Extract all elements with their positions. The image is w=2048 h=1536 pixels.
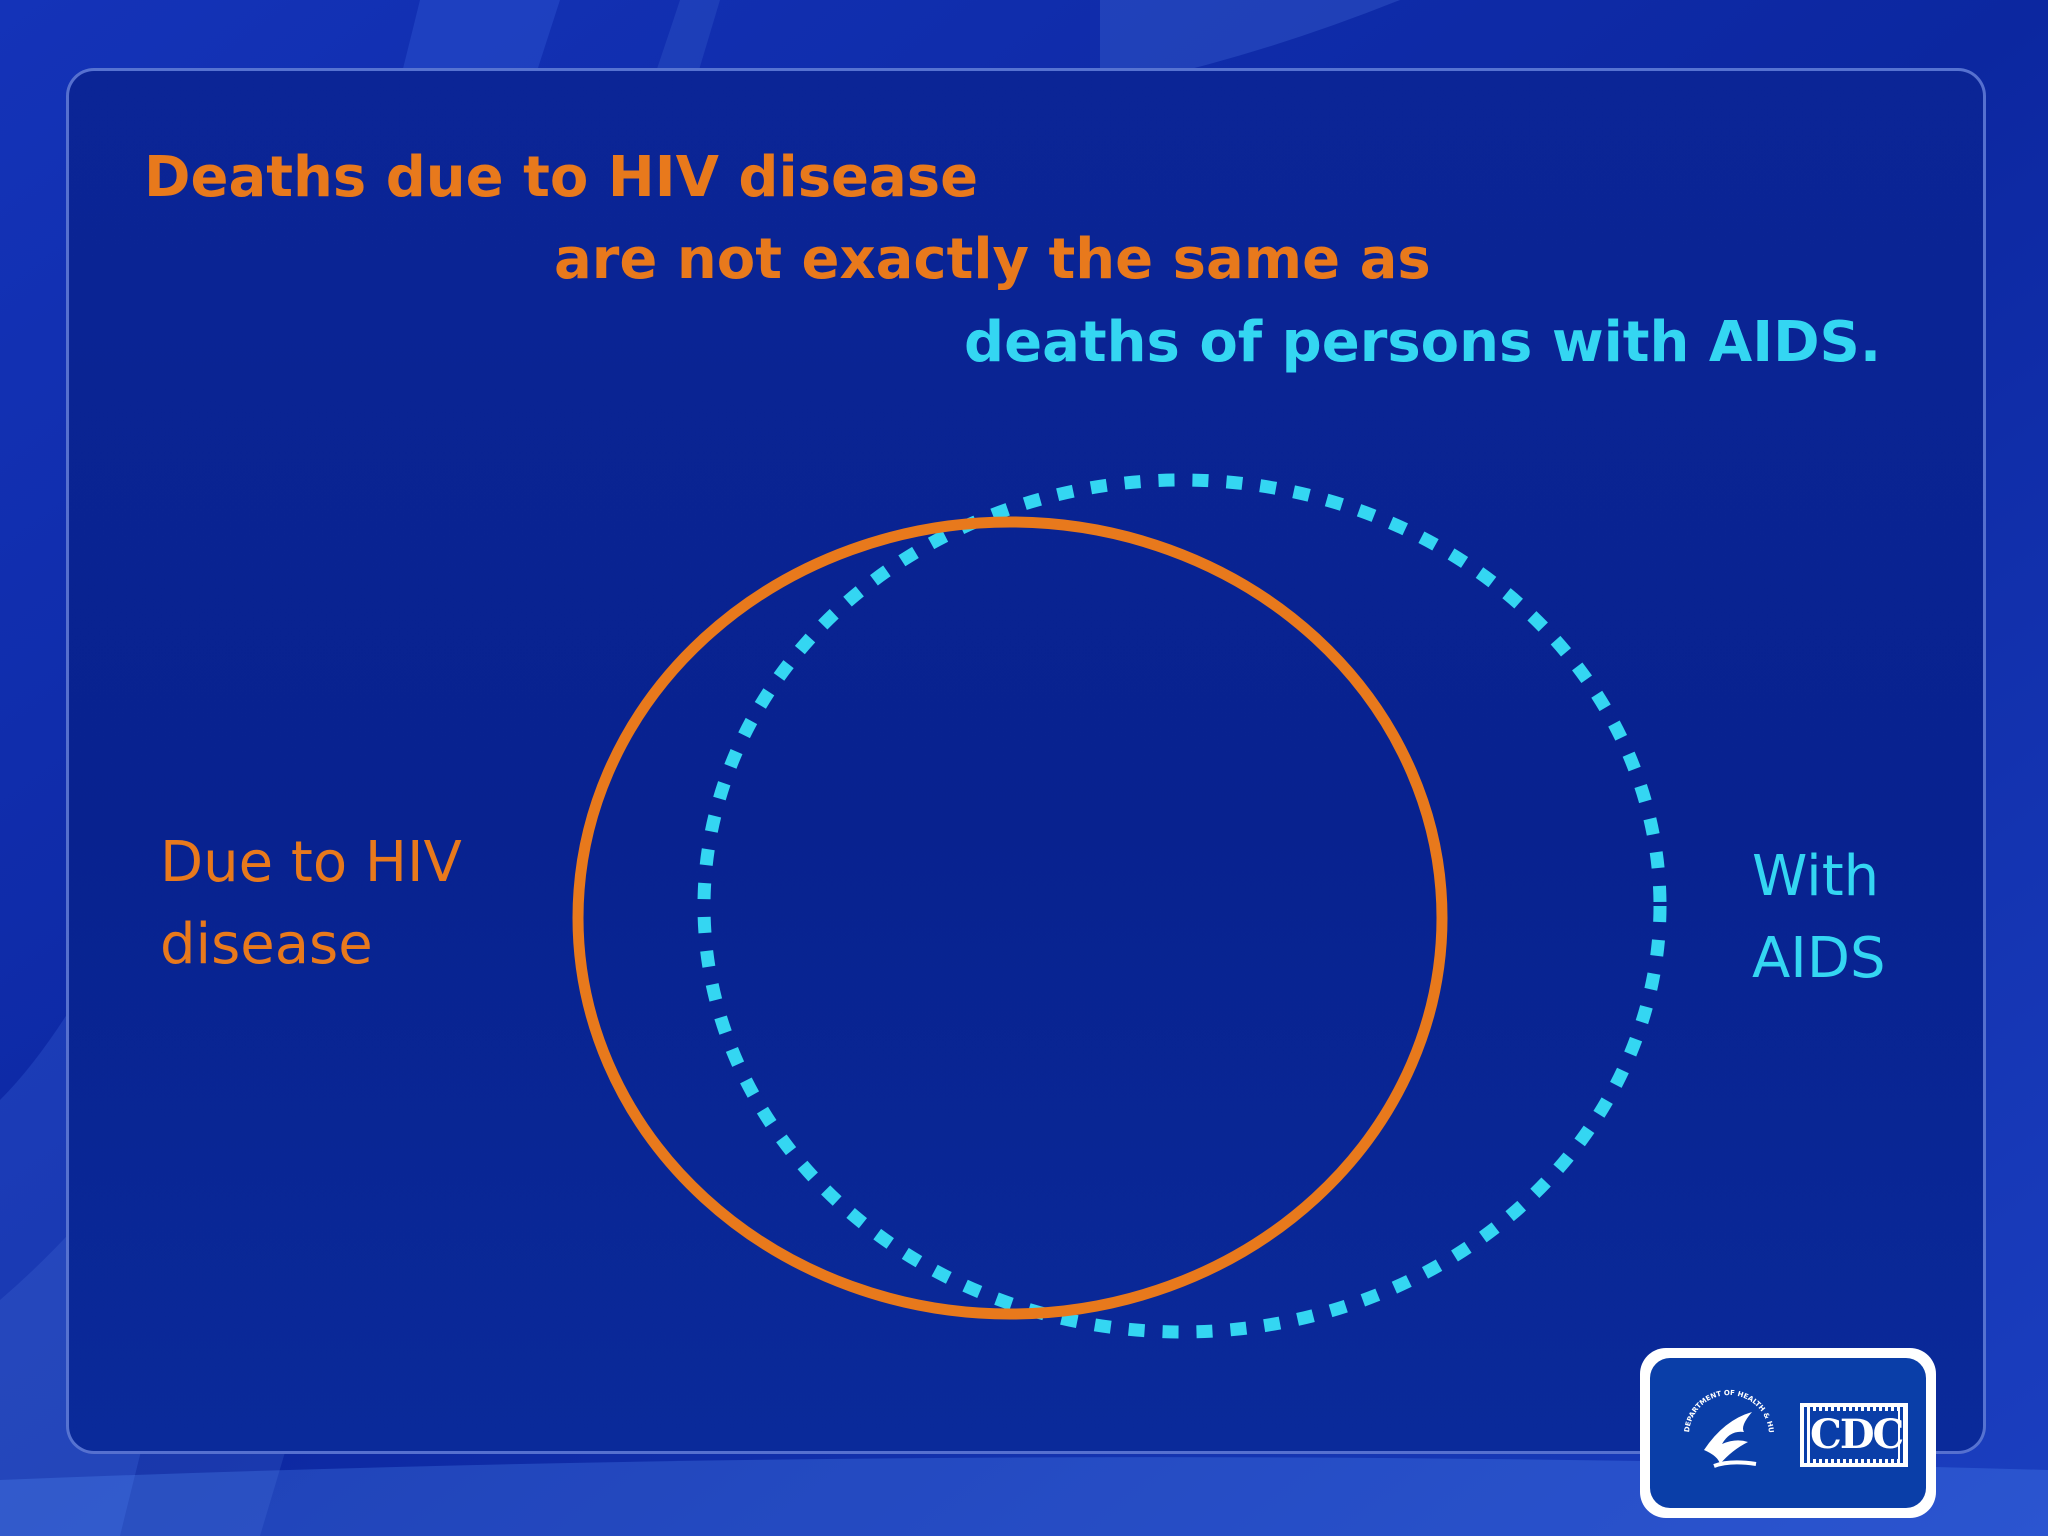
aids-label-line-1: With — [1752, 844, 1880, 909]
aids-set-label: With AIDS — [1752, 836, 1886, 1000]
hiv-set-label: Due to HIV disease — [160, 822, 462, 986]
title-line-3: deaths of persons with AIDS. — [964, 310, 1882, 375]
aids-label-line-2: AIDS — [1752, 926, 1886, 991]
svg-text:DEPARTMENT OF HEALTH & HUMAN S: DEPARTMENT OF HEALTH & HUMAN SERVICES · … — [1674, 1380, 1775, 1434]
cdc-logo: CDC — [1800, 1403, 1908, 1467]
logo-inner: DEPARTMENT OF HEALTH & HUMAN SERVICES · … — [1650, 1358, 1926, 1508]
aids-set-circle — [697, 473, 1667, 1339]
title-line-2: are not exactly the same as — [554, 227, 1431, 292]
hhs-seal-icon: DEPARTMENT OF HEALTH & HUMAN SERVICES · … — [1674, 1380, 1775, 1468]
hiv-label-line-1: Due to HIV — [160, 830, 462, 895]
hiv-set-circle — [572, 516, 1448, 1320]
hiv-label-line-2: disease — [160, 912, 373, 977]
seal-text: DEPARTMENT OF HEALTH & HUMAN SERVICES · … — [1674, 1380, 1775, 1434]
title-line-1: Deaths due to HIV disease — [144, 145, 979, 210]
cdc-logo-text: CDC — [1810, 1411, 1904, 1459]
logo-badge: DEPARTMENT OF HEALTH & HUMAN SERVICES · … — [1640, 1348, 1936, 1518]
content-panel — [66, 68, 1986, 1454]
